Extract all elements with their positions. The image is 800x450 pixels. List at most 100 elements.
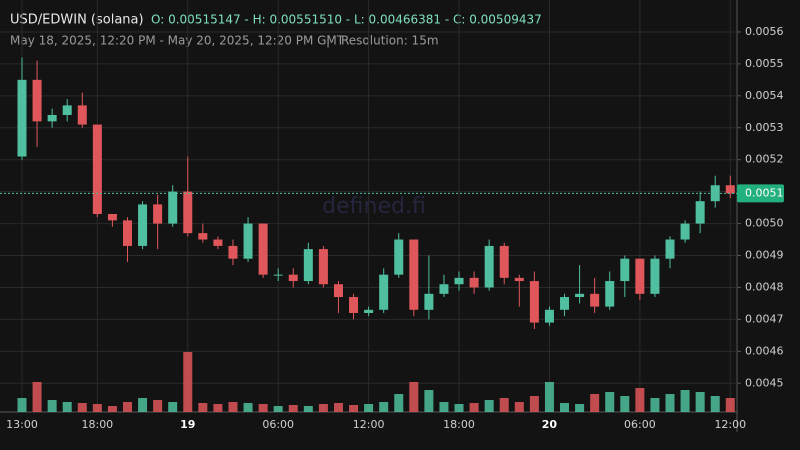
candle-body	[665, 239, 675, 259]
candle-body	[47, 114, 57, 122]
candle-body	[77, 105, 87, 125]
candle-body	[590, 293, 600, 307]
y-tick-label: 0.0056	[745, 25, 784, 38]
volume-bar	[122, 402, 132, 412]
candle-body	[183, 191, 193, 234]
candle-body	[303, 249, 313, 282]
volume-bar	[394, 394, 404, 412]
candle-body	[499, 245, 509, 278]
candle-body	[228, 245, 238, 259]
volume-bar	[349, 405, 359, 412]
candle-body	[529, 281, 539, 323]
volume-bar	[92, 404, 102, 412]
x-tick-label: 06:00	[624, 418, 656, 431]
y-tick-label: 0.0055	[745, 57, 784, 70]
candle-body	[138, 204, 148, 246]
volume-bar	[62, 402, 72, 412]
price-tag-label: 0.0051	[745, 186, 784, 199]
volume-bar	[107, 406, 117, 412]
price-tag	[737, 184, 784, 203]
volume-bar	[243, 403, 253, 412]
volume-bar	[605, 392, 615, 412]
y-tick-label: 0.0054	[745, 89, 784, 102]
ohlc-values: O: 0.00515147 - H: 0.00551510 - L: 0.004…	[151, 13, 542, 27]
volume-bar	[183, 352, 193, 412]
candle-body	[650, 258, 660, 294]
candle-body	[680, 223, 690, 240]
y-tick-label: 0.0049	[745, 249, 784, 262]
volume-bar	[650, 398, 660, 412]
candle-body	[514, 277, 524, 282]
y-tick-label: 0.0045	[745, 376, 784, 389]
x-tick-label: 13:00	[6, 418, 38, 431]
chart-title: USD/EDWIN (solana)	[10, 13, 144, 28]
resolution: Resolution: 15m	[341, 34, 439, 48]
volume-bar	[620, 396, 630, 412]
candle-body	[725, 185, 735, 194]
y-tick-label: 0.0046	[745, 344, 784, 357]
volume-bar	[47, 400, 57, 412]
volume-bar	[288, 405, 298, 412]
candle-body	[273, 274, 283, 276]
candle-body	[620, 258, 630, 282]
watermark: defined.fi	[322, 194, 426, 219]
candle-body	[379, 274, 389, 310]
volume-bar	[469, 403, 479, 412]
candle-body	[62, 105, 72, 115]
candle-body	[243, 223, 253, 259]
volume-bar	[544, 382, 554, 412]
candle-body	[107, 213, 117, 221]
y-tick-label: 0.0050	[745, 217, 784, 230]
volume-bar	[213, 404, 223, 412]
candle-body	[710, 185, 720, 202]
volume-bar	[665, 394, 675, 412]
volume-bar	[32, 382, 42, 412]
candle-body	[575, 293, 585, 298]
candle-body	[213, 239, 223, 246]
candle-body	[484, 245, 494, 288]
volume-bar	[409, 382, 419, 412]
volume-bar	[198, 403, 208, 412]
volume-bar	[560, 403, 570, 412]
candle-body	[454, 277, 464, 285]
separator: |	[326, 34, 330, 48]
volume-bar	[153, 400, 163, 412]
x-tick-label: 18:00	[81, 418, 113, 431]
candle-body	[605, 281, 615, 307]
volume-bar	[575, 404, 585, 412]
volume-bar	[228, 402, 238, 412]
candle-body	[198, 233, 208, 240]
x-tick-label: 06:00	[262, 418, 294, 431]
x-tick-label: 20	[542, 418, 558, 431]
volume-bar	[77, 403, 87, 412]
volume-bar	[635, 388, 645, 412]
volume-bar	[680, 390, 690, 412]
volume-bar	[333, 403, 343, 412]
volume-bar	[258, 404, 268, 412]
volume-bar	[379, 402, 389, 412]
candle-body	[17, 79, 27, 157]
volume-bar	[168, 402, 178, 412]
candle-body	[560, 297, 570, 310]
volume-bar	[318, 404, 328, 412]
candle-body	[288, 274, 298, 282]
x-tick-label: 18:00	[443, 418, 475, 431]
candle-body	[469, 277, 479, 288]
volume-bar	[454, 404, 464, 412]
x-tick-label: 19	[180, 418, 195, 431]
volume-bar	[590, 394, 600, 412]
candle-body	[394, 239, 404, 275]
volume-bar	[725, 398, 735, 412]
candle-body	[32, 79, 42, 122]
volume-bar	[439, 402, 449, 412]
volume-bar	[484, 400, 494, 412]
candle-body	[349, 297, 359, 313]
candle-body	[635, 258, 645, 294]
y-tick-label: 0.0053	[745, 121, 784, 134]
x-tick-label: 12:00	[714, 418, 746, 431]
volume-bar	[514, 402, 524, 412]
candle-body	[439, 284, 449, 294]
candle-body	[92, 124, 102, 214]
y-tick-label: 0.0048	[745, 280, 784, 293]
